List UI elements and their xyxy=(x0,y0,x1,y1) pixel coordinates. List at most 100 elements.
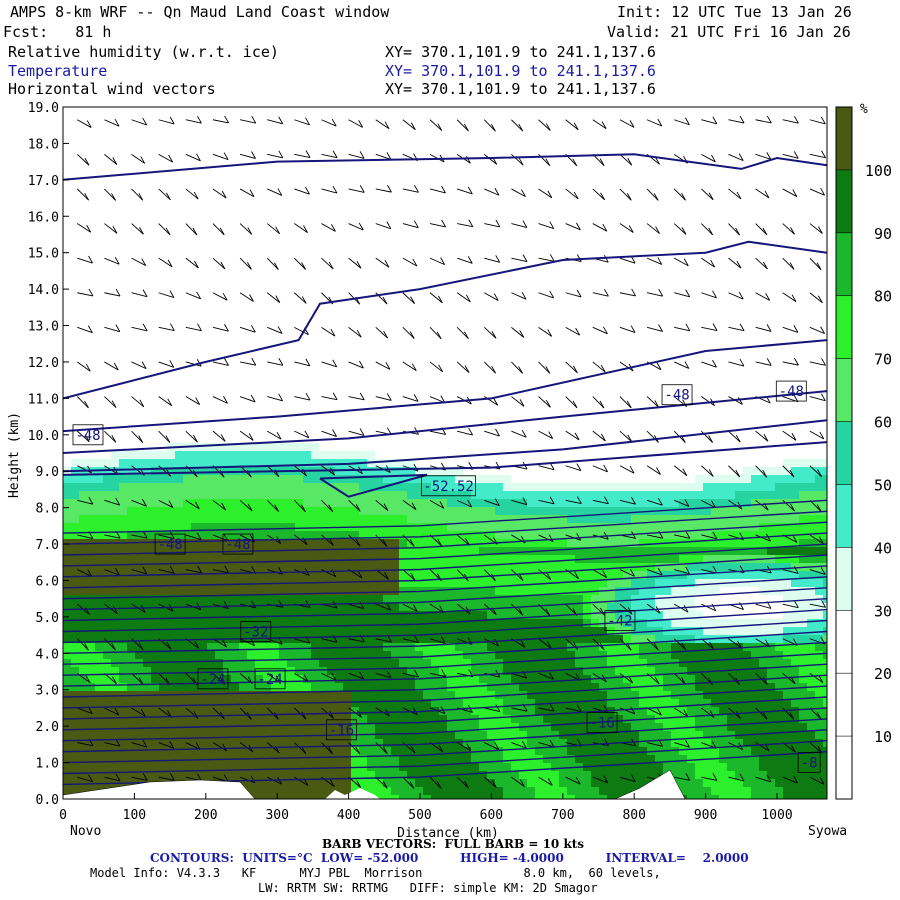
rh-cell xyxy=(503,323,512,332)
rh-cell xyxy=(399,171,408,180)
rh-cell xyxy=(335,195,344,204)
rh-cell xyxy=(471,755,480,764)
rh-cell xyxy=(391,195,400,204)
rh-cell xyxy=(343,211,352,220)
rh-cell xyxy=(511,419,520,428)
rh-cell xyxy=(447,427,456,436)
rh-cell xyxy=(167,235,176,244)
rh-cell xyxy=(183,763,192,772)
rh-cell xyxy=(471,123,480,132)
rh-cell xyxy=(343,723,352,732)
rh-cell xyxy=(271,347,280,356)
rh-cell xyxy=(471,571,480,580)
rh-cell xyxy=(359,315,368,324)
rh-cell xyxy=(487,603,496,612)
rh-cell xyxy=(327,331,336,340)
rh-cell xyxy=(431,387,440,396)
rh-cell xyxy=(127,403,136,412)
rh-cell xyxy=(119,243,128,252)
rh-cell xyxy=(119,347,128,356)
rh-cell xyxy=(223,507,232,516)
rh-cell xyxy=(311,547,320,556)
rh-cell xyxy=(263,371,272,380)
rh-cell xyxy=(367,723,376,732)
rh-cell xyxy=(87,523,96,532)
rh-cell xyxy=(279,683,288,692)
rh-cell xyxy=(95,195,104,204)
rh-cell xyxy=(63,763,72,772)
rh-cell xyxy=(183,755,192,764)
rh-cell xyxy=(407,443,416,452)
rh-cell xyxy=(215,243,224,252)
rh-cell xyxy=(367,563,376,572)
rh-cell xyxy=(311,123,320,132)
rh-cell xyxy=(359,227,368,236)
rh-cell xyxy=(495,603,504,612)
rh-cell xyxy=(175,595,184,604)
rh-cell xyxy=(487,515,496,524)
rh-cell xyxy=(231,123,240,132)
rh-cell xyxy=(63,547,72,556)
rh-cell xyxy=(455,539,464,548)
rh-cell xyxy=(87,267,96,276)
rh-cell xyxy=(399,723,408,732)
rh-cell xyxy=(119,267,128,276)
rh-cell xyxy=(367,227,376,236)
rh-cell xyxy=(151,667,160,676)
rh-cell xyxy=(367,771,376,780)
rh-cell xyxy=(279,107,288,116)
rh-cell xyxy=(175,227,184,236)
rh-cell xyxy=(135,739,144,748)
rh-cell xyxy=(207,323,216,332)
rh-cell xyxy=(231,363,240,372)
rh-cell xyxy=(351,603,360,612)
rh-cell xyxy=(271,323,280,332)
rh-cell xyxy=(159,267,168,276)
rh-cell xyxy=(279,211,288,220)
rh-cell xyxy=(271,307,280,316)
rh-cell xyxy=(111,387,120,396)
rh-cell xyxy=(183,371,192,380)
rh-cell xyxy=(247,179,256,188)
rh-cell xyxy=(399,123,408,132)
rh-cell xyxy=(423,675,432,684)
rh-cell xyxy=(447,147,456,156)
rh-cell xyxy=(511,131,520,140)
rh-cell xyxy=(175,315,184,324)
rh-cell xyxy=(239,579,248,588)
rh-cell xyxy=(343,307,352,316)
rh-cell xyxy=(127,339,136,348)
rh-cell xyxy=(231,235,240,244)
rh-cell xyxy=(255,387,264,396)
rh-cell xyxy=(311,395,320,404)
rh-cell xyxy=(271,571,280,580)
rh-cell xyxy=(463,731,472,740)
rh-cell xyxy=(447,347,456,356)
rh-cell xyxy=(343,291,352,300)
rh-cell xyxy=(407,435,416,444)
rh-cell xyxy=(239,587,248,596)
rh-cell xyxy=(375,107,384,116)
rh-cell xyxy=(303,683,312,692)
rh-cell xyxy=(207,747,216,756)
rh-cell xyxy=(287,283,296,292)
rh-cell xyxy=(71,547,80,556)
rh-cell xyxy=(207,219,216,228)
rh-cell xyxy=(279,323,288,332)
rh-cell xyxy=(255,107,264,116)
rh-cell xyxy=(431,683,440,692)
rh-cell xyxy=(71,227,80,236)
rh-cell xyxy=(167,259,176,268)
rh-cell xyxy=(511,747,520,756)
rh-cell xyxy=(103,219,112,228)
rh-cell xyxy=(479,155,488,164)
rh-cell xyxy=(223,355,232,364)
rh-cell xyxy=(79,179,88,188)
rh-cell xyxy=(479,387,488,396)
rh-cell xyxy=(391,771,400,780)
rh-cell xyxy=(159,115,168,124)
rh-cell xyxy=(223,611,232,620)
rh-cell xyxy=(327,707,336,716)
rh-cell xyxy=(295,603,304,612)
rh-cell xyxy=(247,323,256,332)
